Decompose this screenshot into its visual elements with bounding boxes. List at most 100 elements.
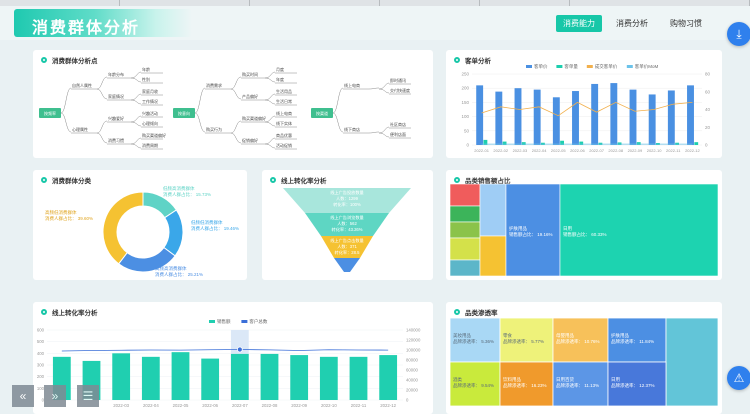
tree-link [264, 93, 276, 101]
y-tick-right: 0 [705, 143, 708, 148]
title-dot-icon [454, 177, 460, 183]
alert-button[interactable]: ⚠ [727, 366, 750, 390]
bar-order-price [648, 94, 656, 145]
treemap-cell [479, 235, 507, 277]
donut-label-name: 低频高消费群体 [163, 185, 195, 192]
legend-label: 客单价 [534, 63, 548, 70]
tree-link [130, 137, 142, 145]
penetration-pct: 品牌渗透率： 11.84% [611, 338, 654, 345]
tree-link [130, 93, 142, 101]
tree-leaf-label: 交付快速度 [390, 87, 410, 93]
online-conversion-panel: 线上转化率分析 线上广告投放数量 人数：1299 转化率：100% 线上广告浏览数量人… [262, 170, 433, 280]
tree-link [264, 115, 276, 123]
menu-button[interactable]: ☰ [77, 385, 99, 407]
bar-sales [319, 356, 338, 400]
tree-leaf-label: 家庭月收 [142, 88, 158, 94]
tree-panel: 消费群体分析点 按频率 自然人属性 年龄分布 年龄 性别 家庭情况 家庭月收 工作情况 心理属性… [33, 50, 433, 158]
tree-leaf-label: 生活日常 [276, 98, 292, 104]
tree-link [264, 71, 276, 79]
bar-sales [141, 356, 160, 400]
funnel-stage [283, 188, 411, 213]
double-right-icon: » [51, 389, 59, 403]
penetration-title: 品类渗透率 [465, 310, 498, 317]
tree-link [368, 131, 380, 134]
tab-consumption-ability[interactable]: 消费能力 [556, 15, 602, 32]
x-tick: 2022-09 [291, 403, 307, 408]
y-tick-right: 20 [705, 125, 711, 130]
tree-link [130, 71, 142, 79]
tree-leaf-label: 社区商店 [390, 121, 406, 127]
group-classification-title: 消费群体分类 [52, 178, 91, 185]
bar-sales [349, 356, 368, 400]
donut-label-name: 高频高消费群体 [155, 265, 187, 272]
y-tick-left: 200 [37, 374, 45, 379]
tree-link [230, 88, 242, 100]
tree-link [130, 115, 142, 123]
title-dot-icon [41, 309, 47, 315]
bar-order-qty [694, 142, 699, 145]
group-classification-panel: 消费群体分类 低频高消费群体 消费人群占比： 15.73% 低频低消费群体 消费人群占… [33, 170, 247, 280]
title-dot-icon [270, 177, 276, 183]
treemap-cell [449, 259, 481, 277]
y-tick-left: 600 [37, 328, 45, 333]
tree-leaf-label: 年龄 [142, 66, 150, 72]
x-tick: 2022-09 [628, 148, 643, 153]
tab-shopping-habits[interactable]: 购物习惯 [670, 19, 702, 28]
y-tick-right: 140000 [406, 328, 421, 333]
tree-link [332, 112, 344, 133]
tree-link [264, 143, 276, 149]
tree-link [96, 132, 108, 144]
bar-order-price [572, 91, 579, 145]
tree-branch-label: 线上电商 [344, 82, 360, 88]
funnel-stage-name: 线上广告点击数量 [330, 237, 364, 244]
tree-child-label: 购买渠道偏好 [242, 115, 266, 121]
tree-link [60, 112, 72, 133]
tab-consumption-analysis[interactable]: 消费分析 [616, 19, 648, 28]
treemap-cell [505, 183, 561, 277]
x-tick: 2022-07 [232, 403, 248, 408]
donut-slice [102, 191, 144, 265]
download-button[interactable]: ⤓ [727, 22, 750, 46]
bar-order-qty [521, 142, 526, 145]
penetration-cell [499, 317, 554, 363]
funnel-stage-rate: 转化率：28.5 [335, 249, 361, 256]
bar-order-qty [579, 141, 584, 145]
y-tick-left: 400 [37, 351, 45, 356]
donut-label-sub: 消费人群占比： 25.21% [155, 271, 203, 278]
bar-order-qty [483, 139, 488, 145]
x-tick: 2022-11 [351, 403, 367, 408]
tree-leaf-label: 心理倾向 [142, 120, 158, 126]
penetration-cell [607, 361, 667, 407]
y-tick-right: 100000 [406, 348, 421, 353]
prev-button[interactable]: « [12, 385, 34, 407]
tree-link [130, 77, 142, 83]
series-line-customers [61, 349, 389, 352]
highlight-point [236, 346, 243, 353]
bar-order-price [476, 85, 484, 145]
tree-link [378, 132, 390, 138]
funnel-stage-count: 人数：1299 [336, 195, 359, 202]
funnel-stage-name: 线上广告投放数量 [330, 189, 364, 196]
x-tick: 2022-03 [113, 403, 129, 408]
tree-link [96, 120, 108, 134]
y-tick-right: 0 [406, 398, 409, 403]
order-analysis-title: 客单分析 [465, 58, 491, 65]
tree-link [368, 87, 380, 90]
x-tick: 2022-07 [589, 148, 604, 153]
penetration-pct: 品牌渗透率： 5.77% [503, 338, 544, 345]
list-icon: ☰ [82, 389, 94, 403]
donut-slice [163, 209, 184, 257]
penetration-name: 饮料用品 [503, 376, 521, 383]
tree-leaf-label: 线上电商 [276, 110, 292, 116]
penetration-pct: 品牌渗透率： 10.76% [556, 338, 600, 345]
bar-sales [290, 355, 309, 400]
tree-leaf-label: 兴趣活动 [142, 110, 158, 116]
x-tick: 2022-04 [532, 148, 547, 153]
tree-child-label: 年龄分布 [108, 71, 124, 77]
bar-order-price [667, 90, 675, 145]
tree-link [264, 121, 276, 127]
tree-link [230, 76, 242, 90]
next-button[interactable]: » [44, 385, 66, 407]
page-header: 消费群体分析 消费能力 消费分析 购物习惯 [0, 6, 750, 40]
